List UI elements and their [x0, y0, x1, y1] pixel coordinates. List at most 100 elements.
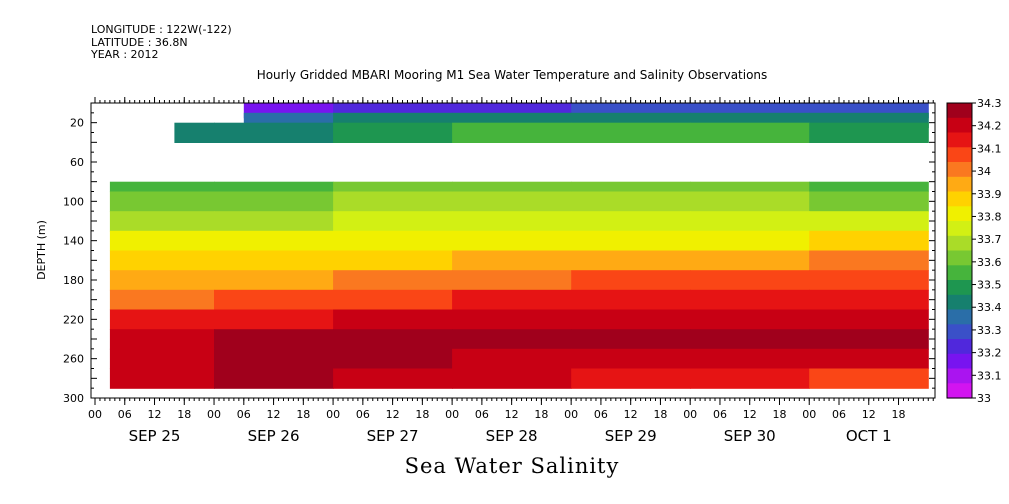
salinity-cell: [109, 309, 215, 330]
salinity-cell: [452, 211, 572, 232]
salinity-cell: [214, 122, 334, 143]
year-label: YEAR : 2012: [91, 48, 159, 61]
salinity-cell: [452, 368, 572, 389]
x-tick-label: 18: [653, 408, 667, 421]
salinity-cell: [452, 250, 572, 271]
salinity-cell: [333, 122, 453, 143]
x-tick-label: 00: [88, 408, 102, 421]
salinity-cell: [214, 181, 334, 193]
salinity-cell: [333, 329, 453, 350]
colorbar-swatch: [947, 235, 972, 252]
colorbar-swatch: [947, 250, 972, 266]
salinity-cell: [690, 122, 810, 143]
y-tick-label: 140: [63, 235, 84, 248]
salinity-cell: [214, 211, 334, 232]
salinity-cell: [809, 348, 929, 370]
salinity-cell: [571, 191, 691, 212]
colorbar-swatch: [947, 280, 972, 296]
salinity-cell: [809, 309, 929, 330]
colorbar-swatch: [947, 294, 972, 311]
salinity-cell: [809, 368, 929, 389]
salinity-cell: [809, 289, 929, 311]
salinity-cell: [452, 230, 572, 252]
salinity-cell: [690, 289, 810, 311]
colorbar-swatch: [947, 132, 972, 148]
x-day-label: SEP 29: [605, 427, 657, 445]
salinity-cell: [690, 250, 810, 271]
salinity-cell: [452, 122, 572, 143]
salinity-cell: [452, 289, 572, 311]
salinity-cell: [333, 289, 453, 311]
colorbar-swatch: [947, 206, 972, 222]
colorbar-swatch: [947, 147, 972, 163]
x-tick-label: 00: [326, 408, 340, 421]
salinity-cell: [452, 309, 572, 330]
colorbar-label: 33.1: [977, 369, 1002, 382]
x-tick-label: 06: [713, 408, 727, 421]
salinity-cell: [809, 191, 929, 212]
x-tick-label: 18: [892, 408, 906, 421]
salinity-cell: [333, 348, 453, 370]
x-tick-label: 06: [237, 408, 251, 421]
y-tick-label: 260: [63, 353, 84, 366]
colorbar-label: 33: [977, 392, 991, 405]
salinity-cell: [109, 250, 215, 271]
salinity-cell: [809, 230, 929, 252]
salinity-cell: [333, 368, 453, 389]
salinity-cell: [333, 230, 453, 252]
salinity-cell: [333, 191, 453, 212]
salinity-cell: [809, 329, 929, 350]
salinity-cell: [109, 329, 215, 350]
salinity-cell: [214, 368, 334, 389]
salinity-cell: [214, 270, 334, 291]
salinity-cell: [452, 191, 572, 212]
x-day-label: SEP 26: [248, 427, 300, 445]
y-tick-label: 180: [63, 274, 84, 287]
salinity-cell: [809, 270, 929, 291]
x-tick-label: 12: [743, 408, 757, 421]
colorbar-label: 33.9: [977, 188, 1002, 201]
salinity-cell: [690, 270, 810, 291]
colorbar-swatch: [947, 368, 972, 384]
y-tick-label: 220: [63, 313, 84, 326]
x-tick-label: 00: [683, 408, 697, 421]
colorbar-swatch: [947, 309, 972, 325]
y-tick-label: 100: [63, 195, 84, 208]
salinity-cell: [571, 309, 691, 330]
salinity-cell: [333, 211, 453, 232]
salinity-cell: [452, 181, 572, 193]
colorbar-swatch: [947, 103, 972, 119]
salinity-cell: [690, 181, 810, 193]
colorbar-swatch: [947, 117, 972, 134]
salinity-cell: [109, 270, 215, 291]
salinity-cell: [333, 181, 453, 193]
colorbar-label: 33.7: [977, 233, 1002, 246]
x-tick-label: 12: [862, 408, 876, 421]
colorbar-swatch: [947, 353, 972, 370]
x-tick-label: 12: [624, 408, 638, 421]
salinity-cell: [571, 230, 691, 252]
salinity-cell: [214, 348, 334, 370]
salinity-cell: [333, 250, 453, 271]
x-tick-label: 06: [475, 408, 489, 421]
salinity-cell: [690, 368, 810, 389]
x-tick-label: 12: [386, 408, 400, 421]
salinity-cell: [214, 289, 334, 311]
salinity-cell: [809, 181, 929, 193]
salinity-cell: [214, 191, 334, 212]
salinity-cell: [809, 250, 929, 271]
x-tick-label: 06: [594, 408, 608, 421]
colorbar-label: 34.1: [977, 142, 1002, 155]
x-tick-label: 18: [177, 408, 191, 421]
salinity-cell: [571, 329, 691, 350]
x-day-label: SEP 30: [724, 427, 776, 445]
salinity-cell: [690, 211, 810, 232]
x-tick-label: 12: [148, 408, 162, 421]
salinity-cell: [571, 181, 691, 193]
salinity-cell: [109, 230, 215, 252]
colorbar-swatch: [947, 324, 972, 340]
salinity-cell: [452, 270, 572, 291]
x-day-label: SEP 28: [486, 427, 538, 445]
salinity-cell: [174, 122, 215, 143]
salinity-cell: [109, 348, 215, 370]
